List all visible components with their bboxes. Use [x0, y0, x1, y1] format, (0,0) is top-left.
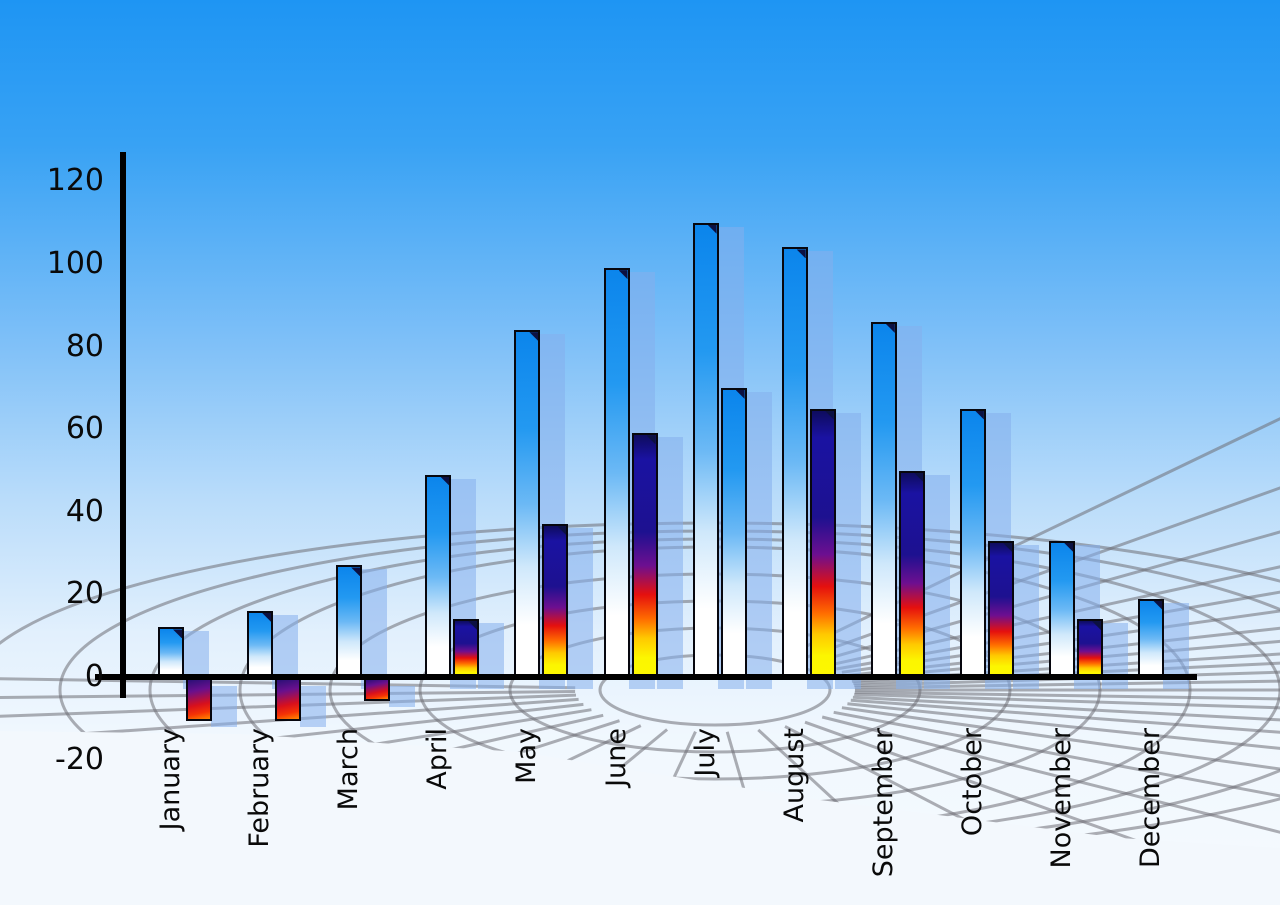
y-tick-label-40: 40 — [65, 493, 104, 529]
bar-september-primary — [870, 321, 897, 677]
shadow-september-secondary — [923, 474, 950, 689]
y-tick-label-20: 20 — [65, 576, 104, 612]
month-label-august: August — [778, 728, 810, 823]
month-label-january: January — [155, 728, 186, 831]
y-tick-label--20: -20 — [55, 741, 104, 777]
shadow-february-secondary — [300, 686, 327, 728]
bar-bevel — [913, 472, 923, 482]
month-label-march: March — [333, 728, 365, 811]
bar-bevel — [974, 410, 984, 420]
shadow-march-secondary — [389, 686, 416, 707]
y-tick-label-80: 80 — [65, 328, 104, 364]
bar-bevel — [707, 224, 717, 234]
bar-bevel — [262, 612, 272, 622]
bar-june-primary — [603, 268, 630, 677]
month-label-june: June — [600, 728, 632, 787]
bar-bevel — [618, 270, 628, 280]
month-label-october: October — [956, 728, 988, 837]
bar-april-primary — [425, 474, 452, 677]
shadow-january-secondary — [211, 686, 237, 728]
bar-march-primary — [336, 565, 363, 677]
bar-may-primary — [514, 330, 541, 677]
month-label-february: February — [244, 728, 276, 848]
bar-march-secondary — [364, 680, 391, 701]
y-tick-label-120: 120 — [46, 163, 104, 199]
y-tick-label-0: 0 — [84, 659, 104, 694]
month-label-april: April — [422, 728, 454, 790]
shadow-october-secondary — [1012, 544, 1039, 689]
bar-may-secondary — [542, 524, 569, 677]
bar-july-secondary — [720, 387, 747, 677]
bar-january-primary — [158, 627, 184, 677]
bar-february-primary — [247, 610, 274, 677]
bar-august-primary — [781, 247, 808, 677]
month-label-december: December — [1135, 728, 1167, 869]
bar-bevel — [796, 249, 806, 259]
shadow-june-secondary — [656, 437, 683, 689]
y-tick-label-60: 60 — [65, 411, 104, 447]
bar-bevel — [735, 389, 745, 399]
bar-october-primary — [959, 408, 986, 677]
month-label-july: July — [689, 728, 721, 777]
x-axis-line — [95, 674, 1197, 680]
bar-bevel — [1064, 542, 1073, 552]
shadow-may-secondary — [567, 528, 594, 689]
bar-bevel — [646, 435, 656, 445]
bar-bevel — [885, 323, 895, 333]
bar-bevel — [557, 526, 567, 536]
shadow-march-primary — [361, 569, 388, 689]
bar-bevel — [1092, 621, 1101, 631]
month-label-september: September — [867, 728, 899, 878]
month-label-november: November — [1046, 728, 1077, 869]
bar-bevel — [824, 410, 834, 420]
shadow-august-secondary — [834, 412, 861, 689]
bar-bevel — [351, 567, 361, 577]
month-label-may: May — [511, 728, 543, 784]
bar-september-secondary — [898, 470, 925, 677]
bar-december-primary — [1138, 598, 1165, 677]
bar-february-secondary — [275, 680, 302, 722]
bar-june-secondary — [631, 433, 658, 677]
bar-april-secondary — [453, 619, 480, 677]
bar-january-secondary — [186, 680, 212, 722]
bar-bevel — [468, 621, 478, 631]
bar-november-secondary — [1077, 619, 1103, 677]
bar-august-secondary — [809, 408, 836, 677]
bar-october-secondary — [987, 540, 1014, 677]
shadow-july-secondary — [745, 391, 772, 689]
bar-bevel — [173, 629, 182, 639]
bar-november-primary — [1049, 540, 1075, 677]
y-tick-label-100: 100 — [46, 246, 104, 281]
bar-bevel — [1153, 600, 1163, 610]
y-axis-line — [120, 152, 126, 698]
bar-bevel — [440, 476, 450, 486]
bar-bevel — [1002, 542, 1012, 552]
bar-bevel — [529, 332, 539, 342]
bar-july-primary — [692, 222, 719, 677]
